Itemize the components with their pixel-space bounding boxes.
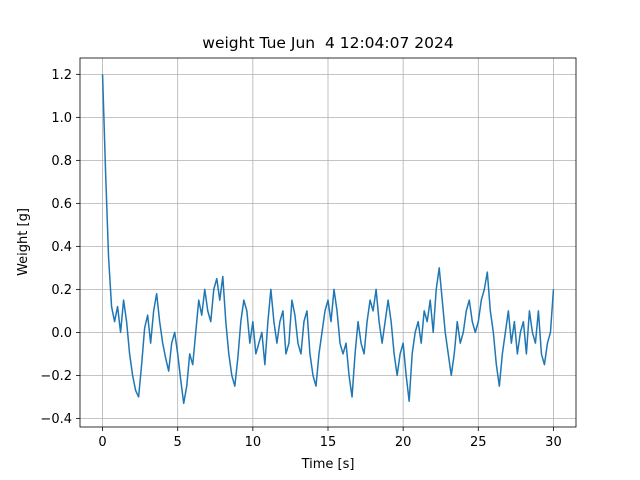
y-tick-label: 1.2 [51,68,72,83]
x-tick-label: 10 [245,435,262,450]
y-tick-label: −0.2 [40,369,72,384]
plot-frame [79,57,577,428]
y-tick-label: 0.0 [51,326,72,341]
x-tick-label: 0 [98,435,106,450]
y-axis-label: Weight [g] [16,208,31,276]
x-tick-label: 5 [174,435,182,450]
x-tick-label: 20 [395,435,412,450]
data-line [101,74,555,405]
x-tick-label: 30 [545,435,562,450]
y-tick-label: 0.6 [51,197,72,212]
y-tick-label: 0.8 [51,154,72,169]
x-axis-label: Time [s] [301,457,355,472]
y-tick-label: −0.4 [40,412,72,427]
y-tick-label: 0.2 [51,283,72,298]
chart-title: weight Tue Jun 4 12:04:07 2024 [202,34,453,52]
x-tick-label: 25 [470,435,487,450]
y-tick-label: 1.0 [51,111,72,126]
y-tick-label: 0.4 [51,240,72,255]
x-tick-label: 15 [320,435,337,450]
